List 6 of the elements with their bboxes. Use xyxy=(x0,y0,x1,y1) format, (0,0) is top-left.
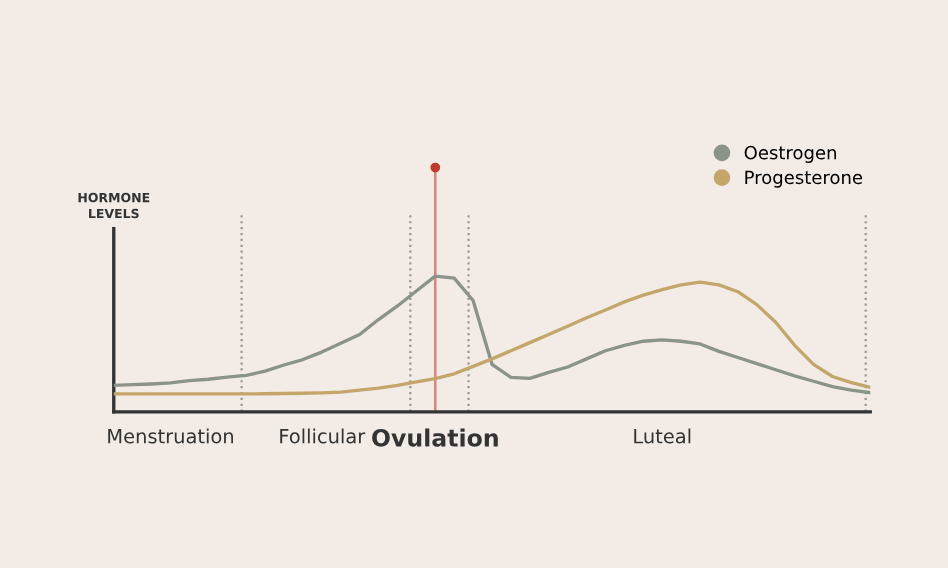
x-tick-label: Follicular xyxy=(280,428,366,444)
x-tick-label: Luteal xyxy=(634,428,691,444)
legend-label: Progesterone xyxy=(745,170,863,188)
legend-label: Oestrogen xyxy=(744,145,836,163)
x-tick-label: Menstruation xyxy=(108,428,233,444)
x-tick-label: Ovulation xyxy=(372,428,498,447)
